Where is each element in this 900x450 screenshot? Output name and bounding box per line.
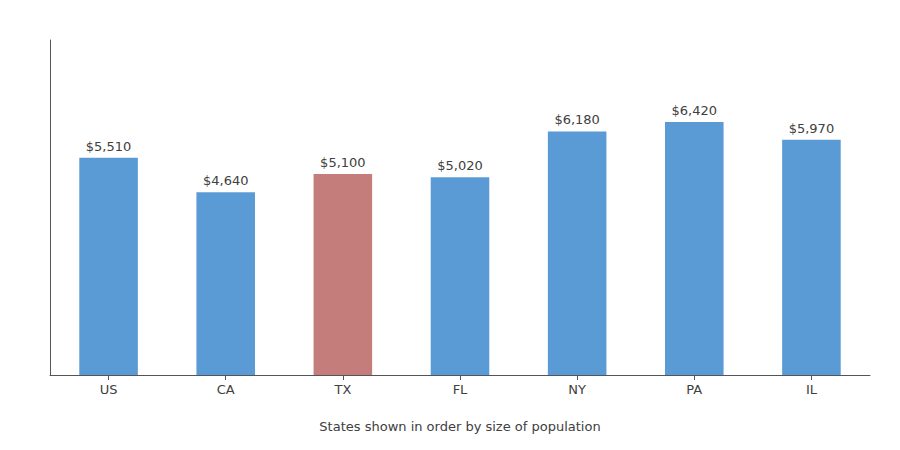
svg-text:$5,510: $5,510 <box>86 139 132 154</box>
svg-text:CA: CA <box>217 382 235 397</box>
svg-text:States shown in order by size: States shown in order by size of populat… <box>319 419 600 434</box>
svg-text:$4,640: $4,640 <box>203 173 249 188</box>
svg-text:US: US <box>100 382 118 397</box>
svg-text:NY: NY <box>568 382 586 397</box>
svg-text:PA: PA <box>686 382 702 397</box>
svg-text:$5,970: $5,970 <box>789 121 835 136</box>
svg-text:$5,100: $5,100 <box>320 155 366 170</box>
svg-text:$6,420: $6,420 <box>672 103 718 118</box>
svg-text:$6,180: $6,180 <box>554 112 600 127</box>
svg-text:TX: TX <box>333 382 351 397</box>
svg-text:IL: IL <box>806 382 818 397</box>
svg-text:$5,020: $5,020 <box>437 158 483 173</box>
svg-text:FL: FL <box>453 382 468 397</box>
